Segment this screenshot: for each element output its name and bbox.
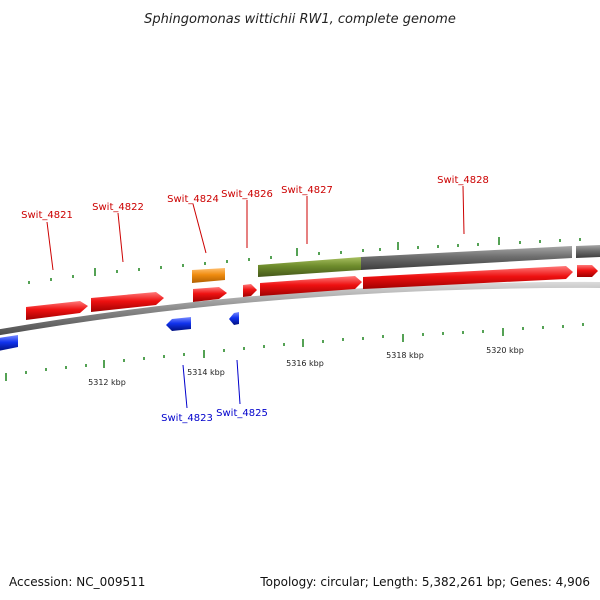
kbp-label-5312: 5312 kbp: [88, 378, 126, 387]
gene-arrow-swit-4823[interactable]: [166, 317, 191, 331]
gene-label-swit-4825[interactable]: Swit_4825: [216, 408, 268, 419]
forward-label-leaders: [46, 185, 465, 271]
gene-arrow-swit-4825[interactable]: [229, 312, 239, 325]
genome-title: Sphingomonas wittichii RW1, complete gen…: [144, 12, 456, 27]
gene-arrow-next[interactable]: [577, 265, 598, 277]
gene-arrow-swit-4824[interactable]: [193, 287, 227, 302]
feature-gray-block[interactable]: [361, 246, 572, 270]
gene-arrow-swit-4822[interactable]: [91, 292, 164, 312]
gene-arrow-prev-reverse[interactable]: [0, 335, 18, 351]
kbp-label-5314: 5314 kbp: [187, 368, 225, 377]
kbp-label-5320: 5320 kbp: [486, 346, 524, 355]
gene-label-swit-4821[interactable]: Swit_4821: [21, 210, 73, 221]
forward-gene-arrows: [26, 265, 598, 320]
accession-text: Accession: NC_009511: [9, 575, 145, 589]
topology-text: Topology: circular; Length: 5,382,261 bp…: [259, 575, 590, 589]
gene-label-swit-4828[interactable]: Swit_4828: [437, 175, 489, 186]
reverse-label-leaders: [182, 359, 241, 409]
gene-label-swit-4827[interactable]: Swit_4827: [281, 185, 333, 196]
inner-tick-marks: [5, 323, 584, 381]
gene-label-swit-4826[interactable]: Swit_4826: [221, 189, 273, 200]
gene-label-swit-4822[interactable]: Swit_4822: [92, 202, 144, 213]
feature-green-block[interactable]: [258, 257, 361, 277]
gene-label-swit-4823[interactable]: Swit_4823: [161, 413, 213, 424]
kbp-label-5318: 5318 kbp: [386, 351, 424, 360]
gene-label-swit-4824[interactable]: Swit_4824: [167, 194, 219, 205]
feature-orange[interactable]: [192, 268, 225, 283]
outer-tick-marks: [28, 237, 581, 284]
reverse-gene-arrows: [0, 312, 239, 351]
gene-arrow-swit-4826[interactable]: [243, 284, 257, 297]
gene-arrow-swit-4828[interactable]: [363, 266, 573, 289]
kbp-label-5316: 5316 kbp: [286, 359, 324, 368]
gene-arrow-swit-4827[interactable]: [260, 276, 362, 296]
gene-arrow-swit-4821[interactable]: [26, 301, 88, 320]
feature-gray-block-end[interactable]: [576, 245, 600, 258]
